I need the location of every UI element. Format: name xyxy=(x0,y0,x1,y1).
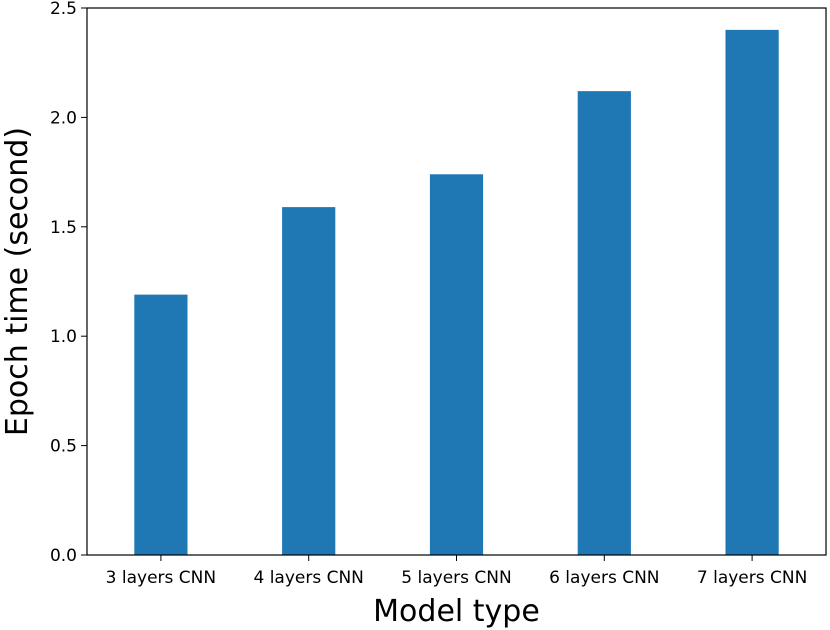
plot-area-frame xyxy=(86,7,827,556)
y-tick-label: 1.5 xyxy=(50,218,77,238)
bar-4 xyxy=(577,91,631,556)
bar-2 xyxy=(282,207,336,555)
y-axis-ticks: 0.0 0.5 1.0 1.5 2.0 2.5 xyxy=(50,0,87,566)
x-tick-label: 4 layers CNN xyxy=(253,568,363,588)
x-tick-label: 7 layers CNN xyxy=(697,568,807,588)
y-tick-label: 2.0 xyxy=(50,108,77,128)
x-tick-label: 6 layers CNN xyxy=(549,568,659,588)
bar-1 xyxy=(134,294,188,555)
y-tick-label: 1.0 xyxy=(50,327,77,347)
y-tick-label: 2.5 xyxy=(50,0,77,19)
x-axis-ticks: 3 layers CNN 4 layers CNN 5 layers CNN 6 la… xyxy=(106,555,807,588)
x-axis-label: Model type xyxy=(373,594,540,629)
bars-layer xyxy=(134,29,779,556)
y-tick-label: 0.0 xyxy=(50,546,77,566)
y-axis-label: Epoch time (second) xyxy=(0,127,35,436)
x-tick-label: 5 layers CNN xyxy=(401,568,511,588)
y-tick-label: 0.5 xyxy=(50,437,77,457)
bar-3 xyxy=(429,174,484,555)
bar-5 xyxy=(725,29,779,555)
x-tick-label: 3 layers CNN xyxy=(106,568,216,588)
